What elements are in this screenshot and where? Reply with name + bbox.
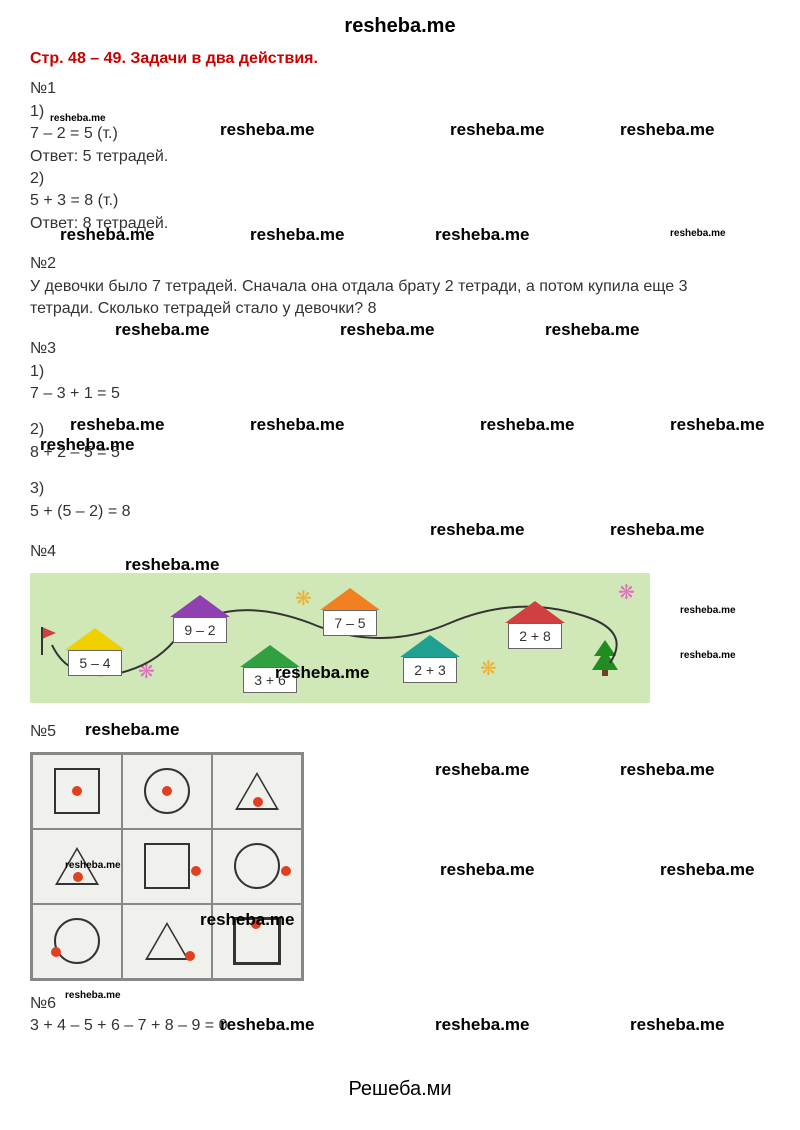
grid-cell	[122, 904, 212, 979]
p3-part1-eq: 7 – 3 + 1 = 5	[30, 383, 770, 405]
grid-cell	[32, 829, 122, 904]
house-body: 2 + 3	[403, 657, 457, 683]
shapes-grid	[30, 752, 304, 981]
house-roof	[505, 601, 565, 623]
p3-part2-eq: 8 + 2 – 5 = 5	[30, 442, 770, 464]
grid-cell	[212, 754, 302, 829]
p3-part3-label: 3)	[30, 478, 770, 500]
footer: Решеба.ми	[0, 1058, 800, 1121]
grid-cell	[122, 754, 212, 829]
house-body: 5 – 4	[68, 650, 122, 676]
p3-part1-label: 1)	[30, 361, 770, 383]
problem-4: №4 ❋ ❋ ❋ ❋ 5 – 49 – 23 + 67 – 52 + 32 + …	[30, 541, 770, 703]
house: 2 + 8	[505, 601, 565, 649]
p3-part2-label: 2)	[30, 419, 770, 441]
grid-cell	[212, 904, 302, 979]
p1-part2-label: 2)	[30, 168, 770, 190]
p1-part1-eq: 7 – 2 = 5 (т.)	[30, 123, 770, 145]
house: 2 + 3	[400, 635, 460, 683]
square-shape	[54, 768, 100, 814]
house: 5 – 4	[65, 628, 125, 676]
problem-3: №3 1) 7 – 3 + 1 = 5 2) 8 + 2 – 5 = 5 3) …	[30, 338, 770, 523]
p2-num: №2	[30, 253, 770, 275]
circle-shape	[144, 768, 190, 814]
p2-text: У девочки было 7 тетрадей. Сначала она о…	[30, 276, 750, 321]
houses-container: ❋ ❋ ❋ ❋ 5 – 49 – 23 + 67 – 52 + 32 + 8	[30, 573, 650, 703]
p6-num: №6	[30, 993, 770, 1015]
p1-part1-answer: Ответ: 5 тетрадей.	[30, 146, 770, 168]
grid-cell	[122, 829, 212, 904]
grid-cell	[32, 904, 122, 979]
p1-num: №1	[30, 78, 770, 100]
problem-1: №1 1) 7 – 2 = 5 (т.) Ответ: 5 тетрадей. …	[30, 78, 770, 235]
p5-num: №5	[30, 721, 770, 743]
house: 3 + 6	[240, 645, 300, 693]
house: 7 – 5	[320, 588, 380, 636]
section-title: Стр. 48 – 49. Задачи в два действия.	[30, 48, 770, 70]
p3-num: №3	[30, 338, 770, 360]
house-roof	[65, 628, 125, 650]
problem-2: №2 У девочки было 7 тетрадей. Сначала он…	[30, 253, 770, 320]
p1-part2-eq: 5 + 3 = 8 (т.)	[30, 190, 770, 212]
content-area: Стр. 48 – 49. Задачи в два действия. №1 …	[0, 48, 800, 1058]
grid-cell	[212, 829, 302, 904]
p1-part1-label: 1)	[30, 101, 770, 123]
house-body: 2 + 8	[508, 623, 562, 649]
circle-shape	[234, 843, 280, 889]
problem-6: №6 3 + 4 – 5 + 6 – 7 + 8 – 9 = 0	[30, 993, 770, 1038]
p4-num: №4	[30, 541, 770, 563]
house: 9 – 2	[170, 595, 230, 643]
house-body: 9 – 2	[173, 617, 227, 643]
p3-part3-eq: 5 + (5 – 2) = 8	[30, 501, 770, 523]
circle-shape	[54, 918, 100, 964]
square-shape	[144, 843, 190, 889]
problem-5: №5	[30, 721, 770, 980]
p6-eq: 3 + 4 – 5 + 6 – 7 + 8 – 9 = 0	[30, 1015, 770, 1037]
p1-part2-answer: Ответ: 8 тетрадей.	[30, 213, 770, 235]
grid-cell	[32, 754, 122, 829]
house-body: 7 – 5	[323, 610, 377, 636]
house-roof	[320, 588, 380, 610]
header-title: resheba.me	[0, 0, 800, 48]
house-roof	[170, 595, 230, 617]
house-roof	[240, 645, 300, 667]
house-body: 3 + 6	[243, 667, 297, 693]
house-roof	[400, 635, 460, 657]
